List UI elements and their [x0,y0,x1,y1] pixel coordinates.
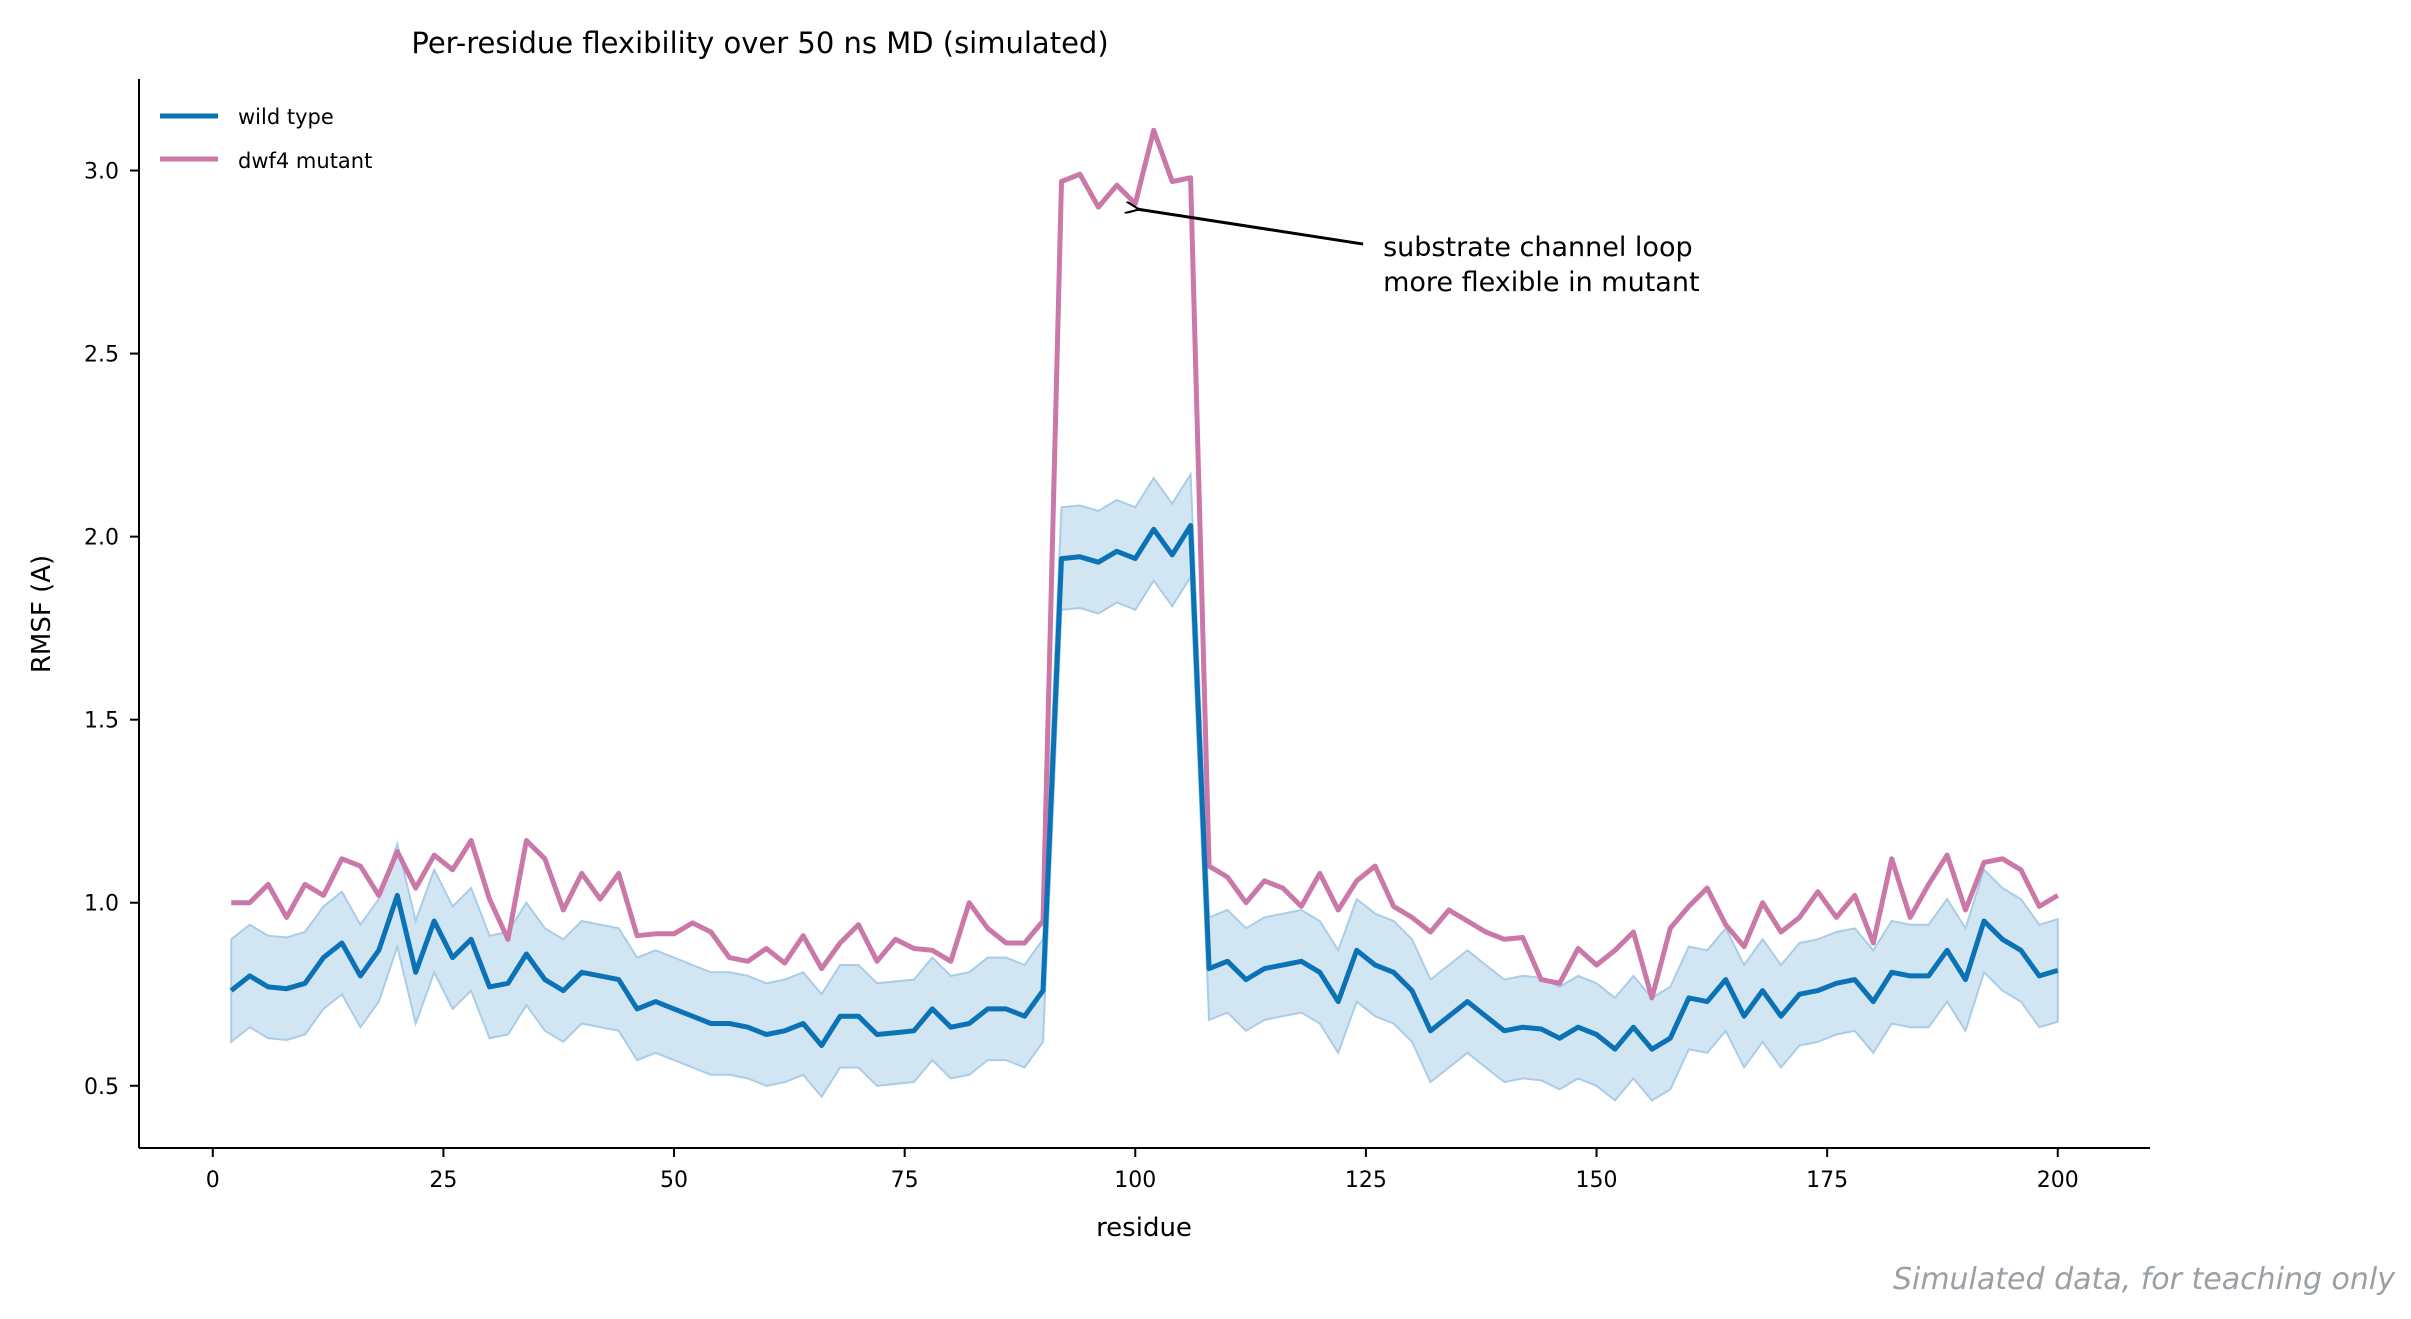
y-tick-layer: 0.5 1.0 1.5 2.0 2.5 3.0 [84,160,139,1100]
y-tick-label: 0.5 [84,1075,119,1100]
y-tick-label: 3.0 [84,160,119,185]
wild-type-confidence-band [230,471,2059,1102]
x-tick-label: 175 [1806,1168,1848,1193]
legend-label-wild-type: wild type [238,105,334,129]
x-tick-label: 125 [1345,1168,1387,1193]
chart-title: Per-residue flexibility over 50 ns MD (s… [411,26,1108,60]
annotation-arrow [1137,209,1364,246]
footer-note: Simulated data, for teaching only [1893,1262,2396,1297]
legend: wild type dwf4 mutant [160,105,372,173]
legend-label-dwf4-mutant: dwf4 mutant [238,149,372,173]
y-tick-label: 1.0 [84,892,119,917]
x-tick-label: 25 [429,1168,457,1193]
y-tick-label: 2.0 [84,526,119,551]
annotation-text-line-1: substrate channel loop [1383,232,1693,263]
x-tick-label: 0 [206,1168,220,1193]
confidence-band-layer [230,471,2059,1102]
x-tick-label: 200 [2037,1168,2079,1193]
series-line-dwf4-mutant [231,127,2060,1001]
y-axis-label: RMSF (A) [27,555,57,673]
x-tick-label: 50 [660,1168,688,1193]
series-layer [229,127,2060,1052]
annotation-text-line-2: more flexible in mutant [1383,267,1699,298]
x-axis-label: residue [1096,1213,1192,1243]
y-tick-label: 2.5 [84,343,119,368]
x-tick-label: 75 [891,1168,919,1193]
series-line-wild-type [229,523,2059,1052]
x-tick-layer: 0 25 50 75 100 125 150 175 200 [206,1148,2079,1193]
y-tick-label: 1.5 [84,709,119,734]
x-tick-label: 150 [1576,1168,1618,1193]
annotation: substrate channel loop more flexible in … [1137,209,1700,298]
x-tick-label: 100 [1114,1168,1156,1193]
